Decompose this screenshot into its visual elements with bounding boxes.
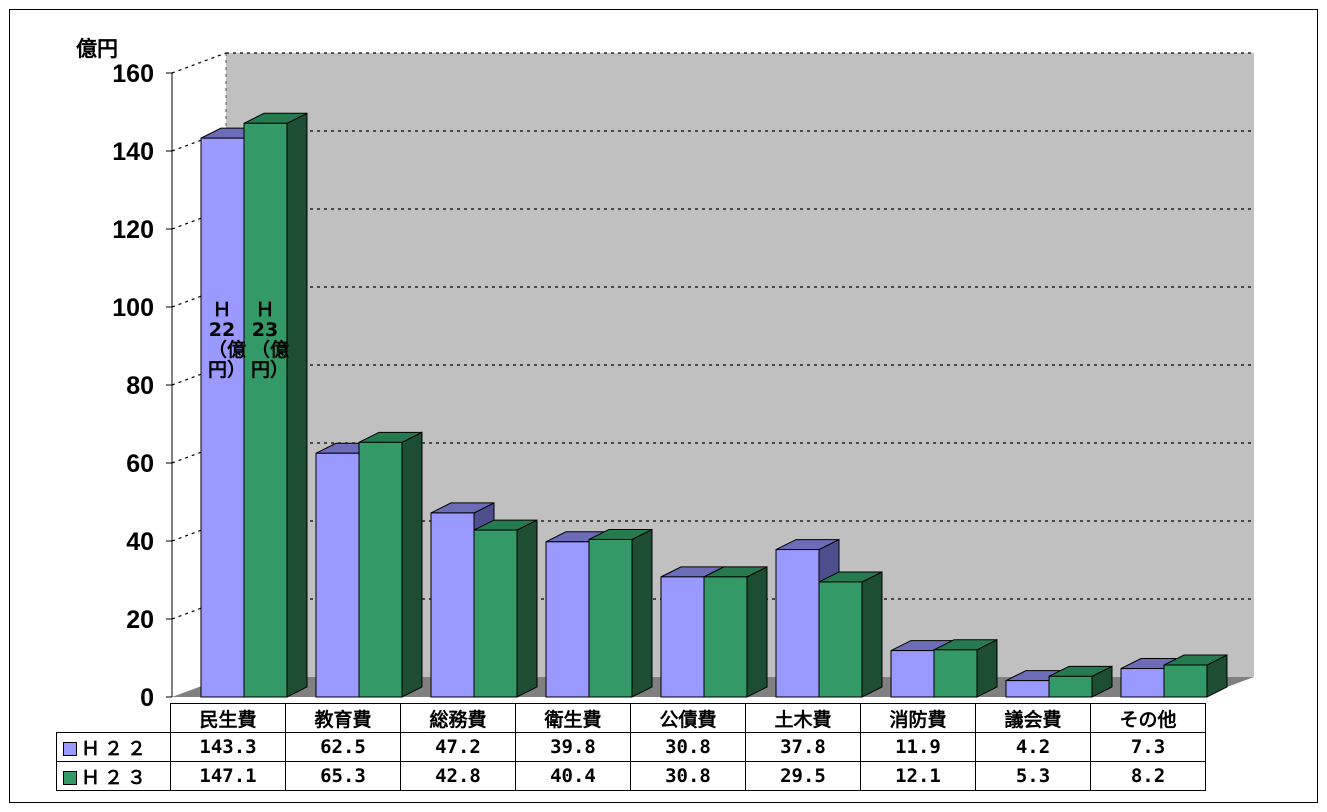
table-cell: 37.8	[745, 732, 861, 762]
bar	[1048, 675, 1093, 698]
table-cell: 5.3	[975, 761, 1091, 791]
legend-swatch-h23	[63, 770, 77, 785]
bar-side	[516, 519, 538, 698]
bar	[358, 441, 403, 698]
table-category-header: 民生費	[170, 703, 286, 733]
bar	[1120, 668, 1165, 698]
table-cell: 39.8	[515, 732, 631, 762]
table-category-header: 消防費	[860, 703, 976, 733]
table-category-header: 衛生費	[515, 703, 631, 733]
gridline-side	[171, 364, 227, 386]
bar-side	[401, 431, 423, 698]
bar	[545, 541, 590, 698]
bar	[775, 549, 820, 698]
table-cell: 29.5	[745, 761, 861, 791]
y-tick-label: 160	[112, 60, 154, 88]
bar	[660, 576, 705, 698]
bar	[473, 529, 518, 698]
table-cell: 4.2	[975, 732, 1091, 762]
gridline-side	[171, 130, 227, 152]
table-category-header: 土木費	[745, 703, 861, 733]
table-row-h23: Ｈ２３ 147.1 65.3 42.8 40.4 30.8 29.5 12.1 …	[56, 761, 1206, 791]
table-category-header: 議会費	[975, 703, 1091, 733]
legend-entry-h22: Ｈ２２	[56, 732, 171, 762]
table-category-header: 教育費	[285, 703, 401, 733]
table-row-h22: Ｈ２２ 143.3 62.5 47.2 39.8 30.8 37.8 11.9 …	[56, 732, 1206, 762]
legend-entry-h23: Ｈ２３	[56, 761, 171, 791]
bar	[315, 452, 360, 698]
table-cell: 143.3	[170, 732, 286, 762]
bar	[703, 576, 748, 698]
table-category-header: 総務費	[400, 703, 516, 733]
bar	[933, 649, 978, 698]
table-cell: 11.9	[860, 732, 976, 762]
legend-label-h22: Ｈ２２	[81, 737, 151, 760]
table-cell: 40.4	[515, 761, 631, 791]
series-h23-inline-label: Ｈ23（億円）	[251, 299, 290, 381]
bar	[890, 650, 935, 698]
y-tick-label: 80	[126, 372, 154, 400]
y-tick-label: 100	[112, 294, 154, 322]
bar	[1005, 680, 1050, 698]
gridline-side	[171, 208, 227, 230]
table-header-row: 民生費 教育費 総務費 衛生費 公債費 土木費 消防費 議会費 その他	[57, 703, 1206, 733]
bar-side	[861, 571, 883, 698]
y-tick-label: 140	[112, 138, 154, 166]
table-category-header: その他	[1090, 703, 1206, 733]
y-tick-label: 40	[126, 528, 154, 556]
y-tick-label: 0	[140, 684, 154, 712]
y-tick-label: 60	[126, 450, 154, 478]
bar	[243, 122, 288, 698]
table-cell: 8.2	[1090, 761, 1206, 791]
bar-side	[746, 566, 768, 698]
legend-label-h23: Ｈ２３	[81, 766, 151, 789]
gridline-side	[171, 286, 227, 308]
table-cell: 30.8	[630, 761, 746, 791]
series-h22-inline-label: Ｈ22（億円）	[208, 299, 247, 381]
legend-swatch-h22	[63, 741, 77, 756]
table-cell: 62.5	[285, 732, 401, 762]
table-cell: 147.1	[170, 761, 286, 791]
gridline-side	[171, 52, 227, 74]
table-cell: 12.1	[860, 761, 976, 791]
bar	[200, 137, 245, 698]
bar-side	[286, 112, 308, 698]
table-cell: 42.8	[400, 761, 516, 791]
table-cell: 30.8	[630, 732, 746, 762]
bar	[818, 581, 863, 698]
table-cell: 47.2	[400, 732, 516, 762]
table-cell: 65.3	[285, 761, 401, 791]
table-cell: 7.3	[1090, 732, 1206, 762]
gridline-side	[171, 520, 227, 542]
data-table: 民生費 教育費 総務費 衛生費 公債費 土木費 消防費 議会費 その他 Ｈ２２ …	[56, 703, 1206, 791]
bar	[430, 512, 475, 698]
y-axis-unit-label: 億円	[76, 37, 118, 61]
gridline-side	[171, 442, 227, 464]
bar	[588, 538, 633, 698]
chart-frame	[9, 9, 1318, 803]
y-tick-label: 120	[112, 216, 154, 244]
table-category-header: 公債費	[630, 703, 746, 733]
bar	[1163, 664, 1208, 698]
gridline-side	[171, 598, 227, 620]
y-tick-label: 20	[126, 606, 154, 634]
bar-side	[631, 528, 653, 698]
